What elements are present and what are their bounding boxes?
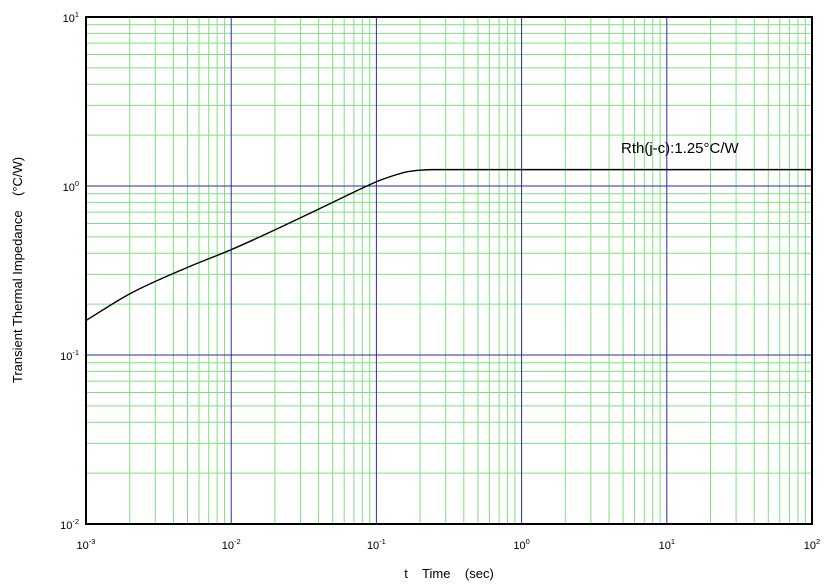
y-tick-label: 10-2 [60,517,79,532]
x-tick-labels: 10-3 10-2 10-1 100 101 102 [77,537,821,552]
y-tick-label: 100 [63,179,79,194]
x-tick-label: 100 [513,537,529,552]
x-axis-title: t Time (sec) [404,566,494,581]
x-tick-label: 101 [659,537,675,552]
y-tick-label: 101 [63,10,79,25]
y-tick-labels: 10-2 10-1 100 101 [60,10,79,532]
x-tick-label: 10-1 [367,537,386,552]
y-axis-title: Transient Thermal Impedance (°C/W) [10,157,25,383]
rth-annotation: Rth(j-c):1.25°C/W [621,140,740,157]
plot-frame [85,16,813,525]
x-tick-label: 10-2 [222,537,241,552]
x-tick-label: 102 [804,537,820,552]
y-tick-label: 10-1 [60,348,79,363]
x-tick-label: 10-3 [77,537,96,552]
grid [86,17,812,524]
impedance-curve [85,168,812,322]
